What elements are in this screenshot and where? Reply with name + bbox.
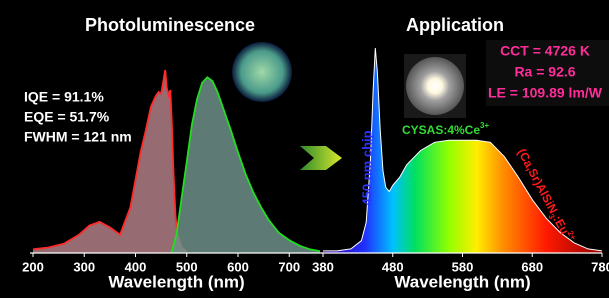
- x-tick-label: 200: [22, 259, 44, 274]
- phosphor-label-part: CYSAS:4%Ce: [402, 123, 480, 137]
- annotation: EQE = 51.7%: [24, 109, 110, 125]
- annotation: LE = 109.89 lm/W: [488, 85, 603, 101]
- x-axis-label: Wavelength (nm): [108, 272, 244, 291]
- x-tick-label: 700: [278, 259, 300, 274]
- x-axis-label: Wavelength (nm): [394, 272, 530, 291]
- phosphor-photo: [232, 42, 292, 102]
- chip-label: 450 nm chip: [359, 130, 374, 205]
- annotation: CCT = 4726 K: [500, 43, 590, 59]
- phosphor-label: CYSAS:4%Ce3+: [402, 121, 489, 137]
- led-photo: [406, 57, 464, 115]
- x-tick-label: 780: [591, 259, 609, 274]
- annotation: IQE = 91.1%: [24, 89, 104, 105]
- annotation: FWHM = 121 nm: [24, 129, 132, 145]
- chart-title: Photoluminescence: [85, 15, 255, 35]
- phosphor-label-part: 3+: [480, 121, 489, 130]
- x-tick-label: 300: [73, 259, 95, 274]
- chart-title: Application: [406, 15, 504, 35]
- figure: 200300400500600700Wavelength (nm)Photolu…: [0, 0, 609, 298]
- annotation: Ra = 92.6: [514, 64, 575, 80]
- x-tick-label: 380: [312, 259, 334, 274]
